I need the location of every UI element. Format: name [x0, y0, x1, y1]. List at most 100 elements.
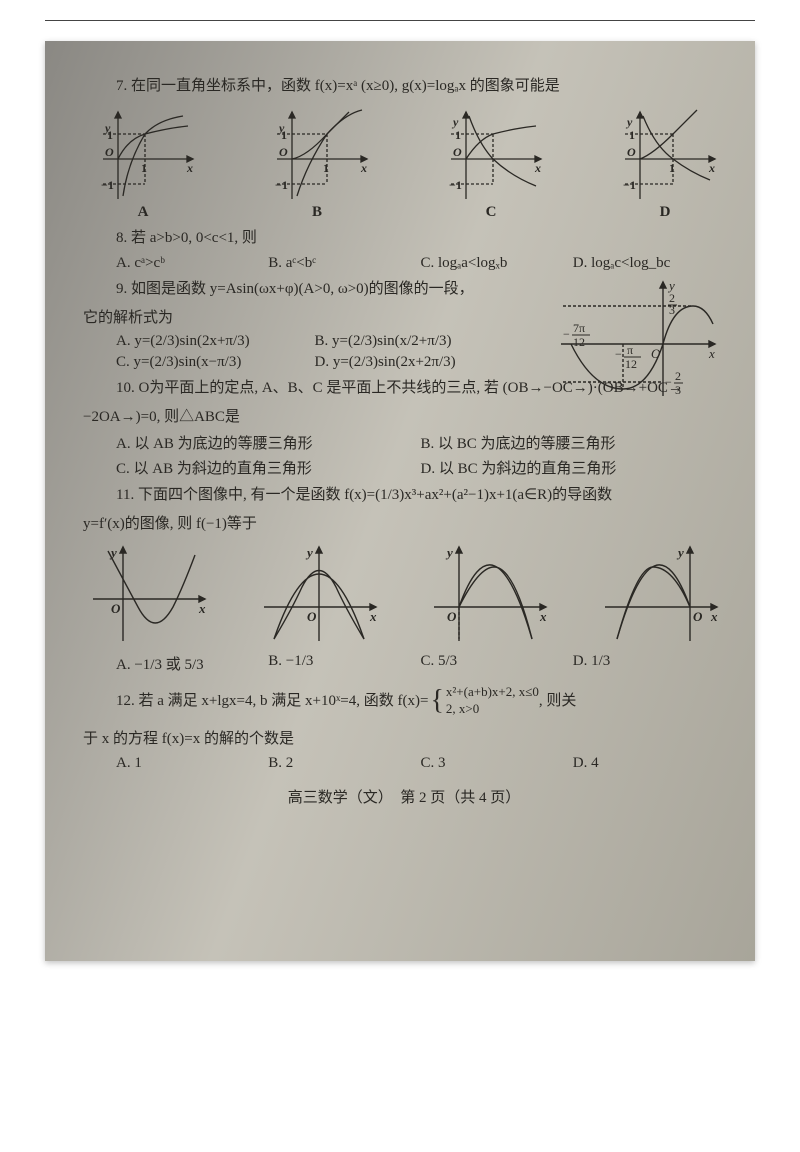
q11-opt-a: A. −1/3 或 5/3: [116, 653, 268, 674]
svg-text:y: y: [625, 115, 633, 129]
q12-piece-top: x²+(a+b)x+2, x≤0: [446, 684, 539, 701]
q11-graph-2: y O x: [254, 539, 384, 649]
q7-graph-b: y 1 1 x O −1 B: [257, 104, 377, 221]
q7-label-c: C: [486, 204, 497, 220]
q11-text: 11. 下面四个图像中, 有一个是函数 f(x)=(1/3)x³+ax²+(a²…: [83, 484, 725, 507]
q11-options: A. −1/3 或 5/3 B. −1/3 C. 5/3 D. 1/3: [83, 653, 725, 674]
q12-piece-bot: 2, x>0: [446, 701, 539, 718]
q8-opt-d: D. logₐc<log_bc: [573, 255, 725, 272]
q7-label-a: A: [138, 204, 149, 220]
page-footer: 高三数学（文） 第 2 页（共 4 页）: [83, 786, 725, 807]
q11-opt-c: C. 5/3: [421, 653, 573, 674]
svg-text:x: x: [708, 161, 715, 175]
q11-graph-1: y O x: [83, 539, 213, 649]
svg-text:−1: −1: [623, 178, 636, 192]
svg-text:2: 2: [675, 369, 681, 383]
q8-opt-b: B. aᶜ<bᶜ: [268, 255, 420, 272]
q10-cont: −2OA→)=0, 则△ABC是: [83, 406, 725, 429]
q11-graph-4: y O x: [595, 539, 725, 649]
q9-opt-d: D. y=(2/3)sin(2x+2π/3): [315, 354, 514, 371]
q12-opt-a: A. 1: [116, 755, 268, 772]
q9-opt-c: C. y=(2/3)sin(x−π/3): [116, 354, 315, 371]
q12-line1: 12. 若 a 满足 x+lgx=4, b 满足 x+10ˣ=4, 函数 f(x…: [83, 680, 725, 722]
svg-text:1: 1: [669, 161, 675, 175]
svg-text:1: 1: [281, 128, 287, 142]
q10-opt-c: C. 以 AB 为斜边的直角三角形: [116, 457, 421, 478]
q9-block: 9. 如图是函数 y=Asin(ωx+φ)(A>0, ω>0)的图像的一段， 它…: [83, 278, 725, 371]
q11-opt-d: D. 1/3: [573, 653, 725, 674]
svg-text:O: O: [111, 601, 121, 616]
q8-options: A. cᵃ>cᵇ B. aᶜ<bᶜ C. logₐa<logₓb D. logₐ…: [83, 255, 725, 272]
svg-text:23: 23: [669, 291, 675, 317]
svg-text:O: O: [307, 609, 317, 624]
svg-text:x: x: [360, 161, 367, 175]
q9-opt-b: B. y=(2/3)sin(x/2+π/3): [315, 333, 514, 350]
svg-text:O: O: [693, 609, 703, 624]
svg-text:x: x: [198, 601, 206, 616]
q12-opt-b: B. 2: [268, 755, 420, 772]
svg-text:O: O: [447, 609, 457, 624]
q9-opt-a: A. y=(2/3)sin(2x+π/3): [116, 333, 315, 350]
svg-text:1: 1: [323, 161, 329, 175]
svg-text:x: x: [708, 346, 715, 361]
q7-graph-c: y 1 x O −1 C: [431, 104, 551, 221]
svg-text:−: −: [615, 347, 622, 361]
svg-text:y: y: [109, 545, 117, 560]
q12-options: A. 1 B. 2 C. 3 D. 4: [83, 755, 725, 772]
page-top-rule: [45, 20, 755, 21]
q10-row2: C. 以 AB 为斜边的直角三角形 D. 以 BC 为斜边的直角三角形: [83, 457, 725, 478]
svg-text:O: O: [453, 145, 462, 159]
exam-photo: 7. 在同一直角坐标系中，函数 f(x)=xᵃ (x≥0), g(x)=logₐ…: [45, 41, 755, 961]
svg-text:−: −: [665, 375, 672, 389]
svg-text:−1: −1: [449, 178, 462, 192]
svg-text:−1: −1: [275, 178, 288, 192]
svg-text:x: x: [534, 161, 541, 175]
q7-text: 7. 在同一直角坐标系中，函数 f(x)=xᵃ (x≥0), g(x)=logₐ…: [83, 75, 725, 98]
q7-label-b: B: [312, 204, 322, 220]
svg-text:y: y: [305, 545, 313, 560]
q10-row1: A. 以 AB 为底边的等腰三角形 B. 以 BC 为底边的等腰三角形: [83, 432, 725, 453]
q10-opt-b: B. 以 BC 为底边的等腰三角形: [421, 432, 726, 453]
svg-text:y: y: [445, 545, 453, 560]
svg-text:−1: −1: [101, 178, 114, 192]
q11-graph-3: y O x: [424, 539, 554, 649]
svg-text:O: O: [651, 346, 661, 361]
svg-text:O: O: [105, 145, 114, 159]
svg-text:1: 1: [107, 128, 113, 142]
q7-label-d: D: [660, 204, 671, 220]
q10-opt-a: A. 以 AB 为底边的等腰三角形: [116, 432, 421, 453]
svg-text:−: −: [563, 327, 570, 341]
svg-text:1: 1: [455, 128, 461, 142]
svg-text:π: π: [627, 343, 633, 357]
q8-text: 8. 若 a>b>0, 0<c<1, 则: [83, 227, 725, 250]
brace-icon: {: [430, 680, 443, 722]
q11-cont: y=f′(x)的图像, 则 f(−1)等于: [83, 513, 725, 536]
svg-text:7π: 7π: [573, 321, 585, 335]
q12-opt-d: D. 4: [573, 755, 725, 772]
q11-graphs: y O x y O x: [83, 539, 725, 649]
q9-row2: C. y=(2/3)sin(x−π/3) D. y=(2/3)sin(2x+2π…: [83, 354, 513, 371]
q10-opt-d: D. 以 BC 为斜边的直角三角形: [421, 457, 726, 478]
q7-graph-a: y 1 1 x O −1 A: [83, 104, 203, 221]
svg-text:3: 3: [675, 383, 681, 397]
q11-opt-b: B. −1/3: [268, 653, 420, 674]
q8-opt-c: C. logₐa<logₓb: [421, 255, 573, 272]
q9-row1: A. y=(2/3)sin(2x+π/3) B. y=(2/3)sin(x/2+…: [83, 333, 513, 350]
svg-text:O: O: [279, 145, 288, 159]
q12-text-b: , 则关: [539, 690, 577, 713]
svg-text:1: 1: [141, 161, 147, 175]
svg-text:12: 12: [625, 357, 637, 371]
svg-text:x: x: [710, 609, 718, 624]
q8-opt-a: A. cᵃ>cᵇ: [116, 255, 268, 272]
q9-graph: y x O 23 − 2 3 − 7π 12 − π 12: [553, 274, 723, 404]
svg-text:O: O: [627, 145, 636, 159]
q12-text-a: 12. 若 a 满足 x+lgx=4, b 满足 x+10ˣ=4, 函数 f(x…: [116, 690, 428, 713]
svg-text:x: x: [539, 609, 547, 624]
svg-text:y: y: [676, 545, 684, 560]
q7-graph-d: y 1 1 x O −1 D: [605, 104, 725, 221]
svg-text:1: 1: [629, 128, 635, 142]
svg-text:x: x: [369, 609, 377, 624]
svg-text:12: 12: [573, 335, 585, 349]
q7-graphs: y 1 1 x O −1 A y 1: [83, 104, 725, 221]
svg-text:y: y: [451, 115, 459, 129]
